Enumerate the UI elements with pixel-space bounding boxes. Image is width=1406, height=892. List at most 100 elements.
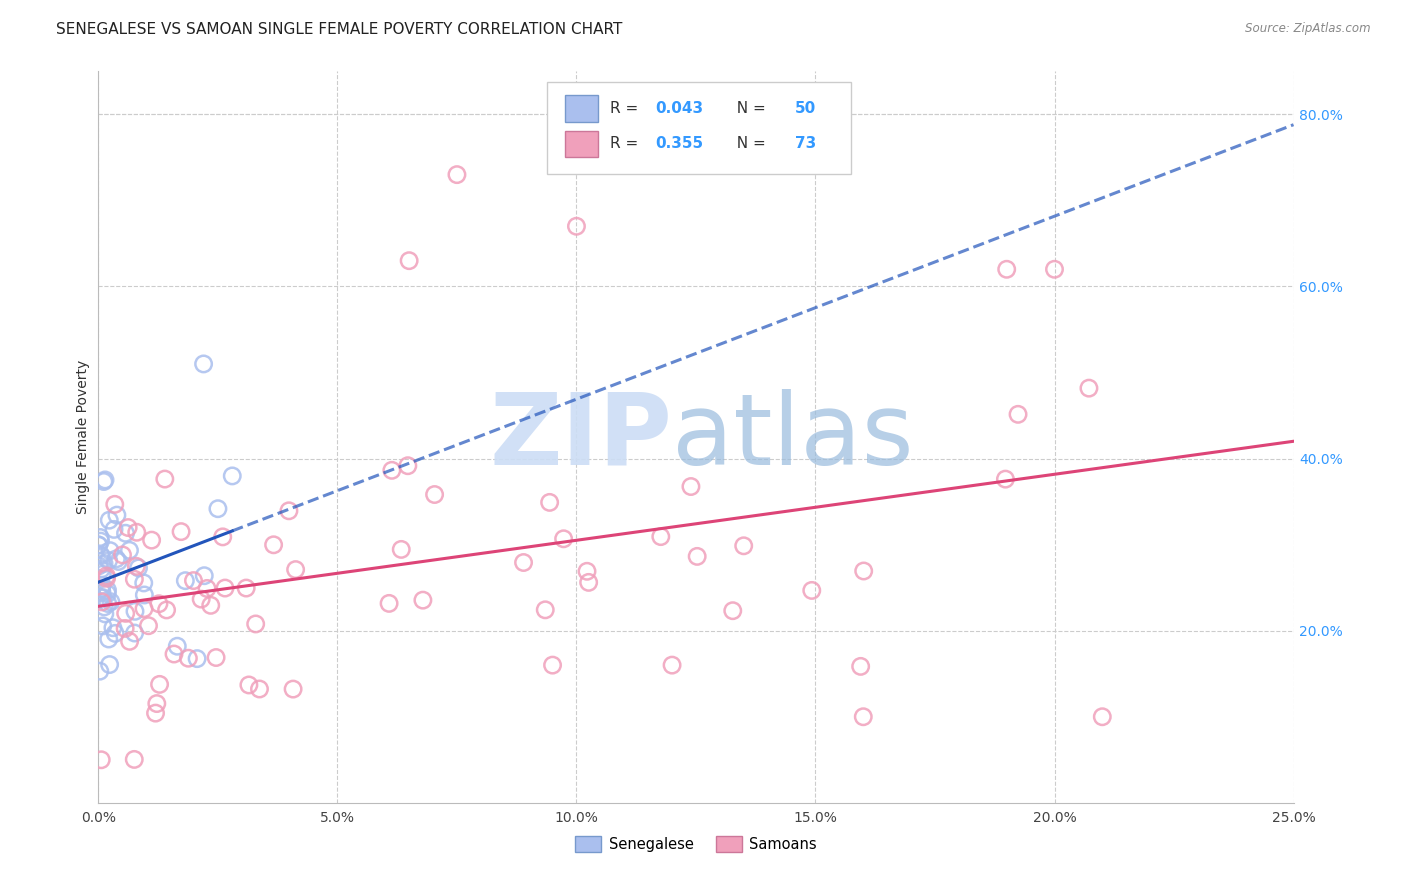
Point	[249, 681, 271, 696]
Point	[96, 583, 118, 598]
Point	[141, 533, 163, 548]
Point	[661, 658, 683, 673]
Point	[90, 549, 112, 563]
Point	[214, 581, 236, 595]
Point	[849, 659, 872, 673]
Point	[90, 595, 112, 609]
Point	[91, 585, 114, 599]
FancyBboxPatch shape	[547, 82, 852, 174]
Point	[91, 567, 114, 582]
Point	[145, 706, 167, 720]
Point	[105, 551, 128, 566]
Point	[89, 531, 111, 545]
Point	[512, 556, 534, 570]
Text: Source: ZipAtlas.com: Source: ZipAtlas.com	[1246, 22, 1371, 36]
Point	[238, 678, 260, 692]
Point	[117, 520, 139, 534]
Point	[98, 513, 121, 527]
Point	[122, 752, 145, 766]
Point	[134, 588, 156, 602]
Point	[124, 572, 146, 586]
Point	[153, 472, 176, 486]
Y-axis label: Single Female Poverty: Single Female Poverty	[76, 360, 90, 514]
Point	[100, 595, 122, 609]
Point	[98, 543, 121, 558]
Point	[193, 568, 215, 582]
Point	[155, 603, 177, 617]
Point	[90, 582, 112, 596]
Point	[97, 632, 120, 646]
Point	[118, 543, 141, 558]
Point	[97, 597, 120, 611]
Point	[97, 553, 120, 567]
Point	[90, 753, 112, 767]
Point	[378, 596, 401, 610]
Point	[221, 469, 243, 483]
Point	[686, 549, 709, 564]
Point	[200, 599, 222, 613]
Point	[125, 525, 148, 540]
Point	[541, 658, 564, 673]
Point	[412, 593, 434, 607]
Point	[124, 604, 146, 618]
Point	[89, 548, 111, 562]
Point	[852, 710, 875, 724]
Point	[553, 532, 575, 546]
Point	[107, 554, 129, 568]
Point	[650, 530, 672, 544]
Point	[446, 168, 468, 182]
Text: atlas: atlas	[672, 389, 914, 485]
Point	[994, 472, 1017, 486]
Point	[205, 650, 228, 665]
Point	[148, 677, 170, 691]
Point	[132, 576, 155, 591]
Point	[1077, 381, 1099, 395]
Point	[381, 463, 404, 477]
Point	[195, 582, 218, 596]
Point	[87, 538, 110, 552]
Point	[114, 622, 136, 636]
Point	[104, 626, 127, 640]
Text: SENEGALESE VS SAMOAN SINGLE FEMALE POVERTY CORRELATION CHART: SENEGALESE VS SAMOAN SINGLE FEMALE POVER…	[56, 22, 623, 37]
Point	[128, 561, 150, 575]
Point	[281, 682, 304, 697]
Point	[114, 526, 136, 541]
Text: ZIP: ZIP	[489, 389, 672, 485]
Point	[146, 697, 169, 711]
Point	[423, 487, 446, 501]
Point	[245, 617, 267, 632]
Point	[235, 581, 257, 595]
Point	[96, 569, 118, 583]
Point	[105, 508, 128, 522]
Point	[721, 604, 744, 618]
Point	[995, 262, 1018, 277]
Text: R =: R =	[610, 101, 643, 116]
Point	[163, 647, 186, 661]
Point	[114, 607, 136, 621]
Point	[389, 542, 412, 557]
Point	[91, 619, 114, 633]
Point	[93, 599, 115, 614]
Point	[534, 603, 557, 617]
Point	[91, 578, 114, 592]
Point	[263, 538, 285, 552]
Text: N =: N =	[727, 136, 770, 152]
Point	[94, 607, 117, 621]
Point	[177, 651, 200, 665]
Text: 73: 73	[796, 136, 817, 152]
Point	[398, 253, 420, 268]
Text: N =: N =	[727, 101, 770, 116]
Text: 50: 50	[796, 101, 817, 116]
Point	[148, 597, 170, 611]
Point	[211, 530, 233, 544]
Point	[103, 523, 125, 537]
Point	[87, 538, 110, 552]
Point	[90, 534, 112, 549]
Point	[125, 559, 148, 574]
Point	[138, 618, 160, 632]
Point	[183, 574, 205, 588]
Point	[93, 557, 115, 571]
Point	[124, 626, 146, 640]
Point	[104, 497, 127, 511]
Point	[94, 473, 117, 487]
